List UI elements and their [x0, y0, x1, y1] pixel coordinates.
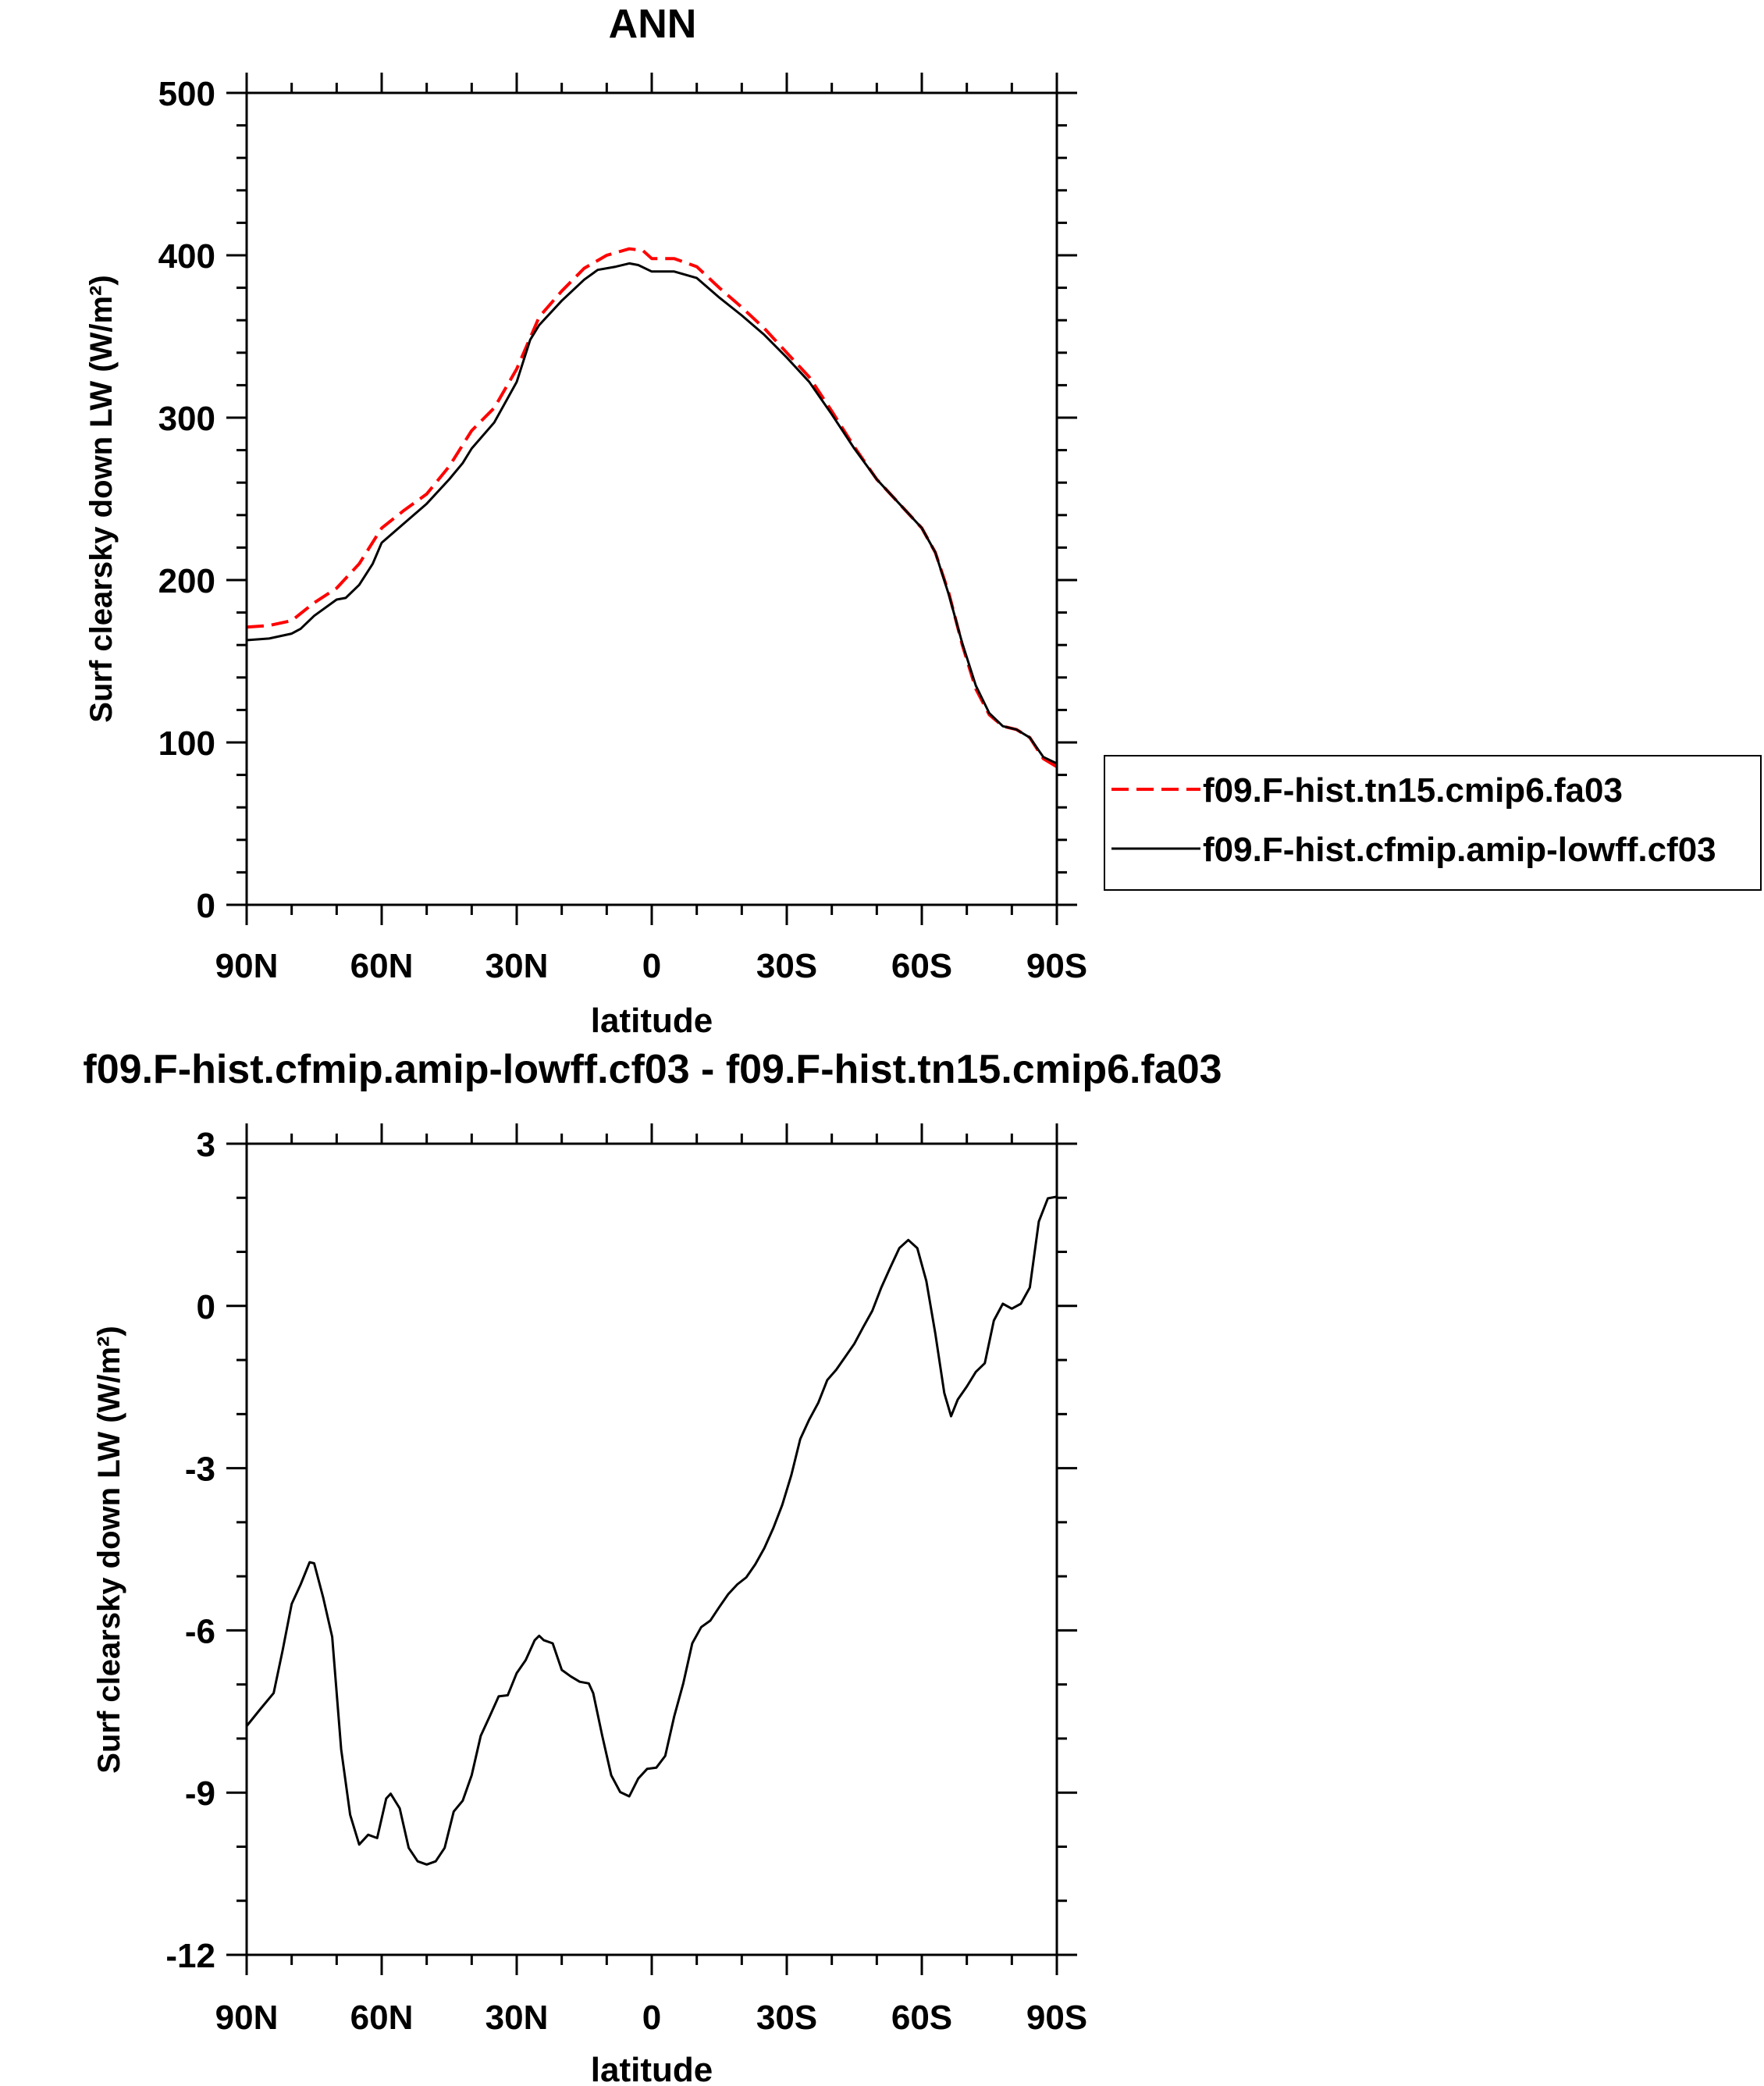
legend-box	[1104, 755, 1762, 891]
y-tick-label: 500	[158, 75, 215, 113]
legend-label-1: f09.F-hist.cfmip.amip-lowff.cf03	[1203, 831, 1716, 869]
x-tick-label: 0	[642, 947, 661, 985]
x-tick-label: 30S	[756, 1999, 817, 2037]
top-y-axis-label: Surf clearsky down LW (W/m²)	[84, 275, 119, 722]
y-tick-label: -3	[185, 1451, 215, 1489]
y-tick-label: 100	[158, 724, 215, 763]
x-tick-label: 60N	[350, 947, 414, 985]
bottom-chart-title: f09.F-hist.cfmip.amip-lowff.cf03 - f09.F…	[83, 1047, 1222, 1092]
top-chart-title: ANN	[609, 2, 697, 47]
x-tick-label: 60N	[350, 1999, 414, 2037]
x-tick-label: 30S	[756, 947, 817, 985]
x-tick-label: 90N	[215, 1999, 279, 2037]
y-tick-label: 300	[158, 400, 215, 438]
y-tick-label: -12	[165, 1937, 215, 1975]
bottom-y-axis-label: Surf clearsky down LW (W/m²)	[92, 1326, 126, 1773]
series-line-0	[245, 1195, 1058, 1866]
y-tick-label: -6	[185, 1612, 215, 1650]
x-tick-label: 90N	[215, 947, 279, 985]
y-tick-label: 0	[197, 887, 215, 925]
x-tick-label: 30N	[485, 1999, 549, 2037]
x-tick-label: 90S	[1026, 1999, 1087, 2037]
legend: f09.F-hist.tn15.cmip6.fa03 f09.F-hist.cf…	[1104, 755, 1762, 891]
y-tick-label: -9	[185, 1775, 215, 1813]
y-tick-label: 400	[158, 237, 215, 276]
plot-frame	[245, 1142, 1058, 1956]
bottom-plot: -12 -9 -6 -3 0 3 90N 60N 30N 0 30S 60S 90S	[165, 1123, 1087, 2037]
top-plot: 0 100 200 300 400 500 90N 60N 30N 0 30S 60S 90S	[158, 73, 1087, 985]
x-tick-label: 30N	[485, 947, 549, 985]
legend-label-0: f09.F-hist.tn15.cmip6.fa03	[1203, 771, 1623, 810]
y-tick-label: 3	[197, 1126, 215, 1164]
x-tick-label: 60S	[891, 1999, 952, 2037]
series-line-0	[246, 247, 1058, 768]
y-tick-label: 0	[197, 1288, 215, 1326]
x-tick-label: 60S	[891, 947, 952, 985]
y-tick-label: 200	[158, 562, 215, 600]
bottom-x-axis-label: latitude	[591, 2051, 713, 2086]
top-x-axis-label: latitude	[591, 1002, 713, 1040]
series-line-1	[246, 262, 1058, 765]
plot-frame	[245, 91, 1058, 906]
x-tick-label: 0	[642, 1999, 661, 2037]
x-tick-label: 90S	[1026, 947, 1087, 985]
